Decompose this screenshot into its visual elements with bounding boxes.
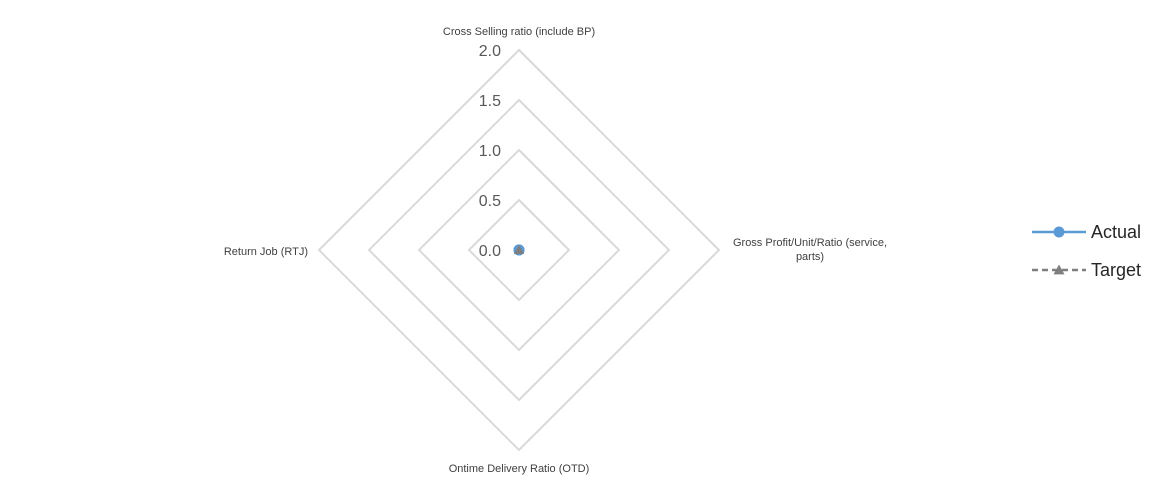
tick-labels: 0.0 0.5 1.0 1.5 2.0 [479, 43, 501, 260]
category-label-0: Cross Selling ratio (include BP) [443, 26, 595, 38]
series-layer [513, 244, 525, 256]
category-label-2: Ontime Delivery Ratio (OTD) [449, 463, 590, 475]
tick-label-0: 0.0 [479, 243, 501, 260]
tick-label-2: 1.0 [479, 143, 501, 160]
category-label-1: Gross Profit/Unit/Ratio (service, [733, 237, 887, 249]
legend: Actual Target [1032, 222, 1141, 280]
grid-layer [317, 48, 721, 452]
category-label-3: Return Job (RTJ) [224, 246, 308, 258]
grid-ring-2 [417, 148, 621, 352]
grid-ring-4 [317, 48, 721, 452]
tick-label-1: 0.5 [479, 193, 501, 210]
series-1-point-3 [514, 245, 524, 254]
grid-ring-3 [367, 98, 671, 402]
legend-marker-0 [1053, 226, 1065, 238]
grid-ring-1 [467, 198, 571, 302]
tick-label-4: 2.0 [479, 43, 501, 60]
category-labels: Cross Selling ratio (include BP) Gross Pr… [224, 26, 887, 475]
legend-label-0: Actual [1091, 222, 1141, 242]
legend-label-1: Target [1091, 260, 1141, 280]
category-label-1-line-2: parts) [796, 251, 824, 263]
tick-label-3: 1.5 [479, 93, 501, 110]
legend-marker-1 [1053, 264, 1065, 275]
